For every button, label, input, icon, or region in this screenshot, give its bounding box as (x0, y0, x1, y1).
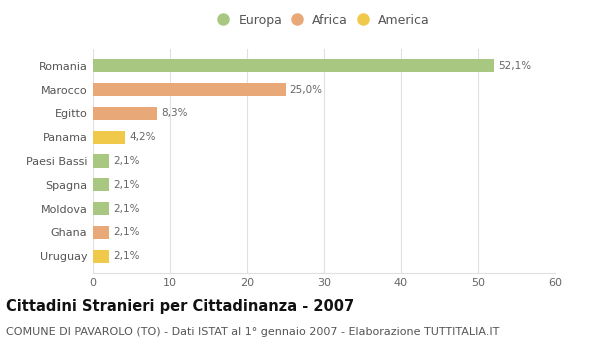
Bar (93, 226, 109, 239)
Bar (93, 178, 109, 191)
Bar (93, 83, 286, 96)
Bar (93, 131, 125, 144)
Bar (93, 59, 494, 72)
Text: 8,3%: 8,3% (161, 108, 187, 118)
Bar (93, 154, 109, 168)
Text: 2,1%: 2,1% (113, 251, 140, 261)
Bar (93, 107, 157, 120)
Text: 52,1%: 52,1% (498, 61, 531, 71)
Legend: Europa, Africa, America: Europa, Africa, America (215, 10, 433, 31)
Text: 2,1%: 2,1% (113, 180, 140, 190)
Text: Cittadini Stranieri per Cittadinanza - 2007: Cittadini Stranieri per Cittadinanza - 2… (6, 299, 354, 314)
Text: 4,2%: 4,2% (129, 132, 155, 142)
Text: 2,1%: 2,1% (113, 156, 140, 166)
Text: 25,0%: 25,0% (289, 85, 322, 95)
Text: COMUNE DI PAVAROLO (TO) - Dati ISTAT al 1° gennaio 2007 - Elaborazione TUTTITALI: COMUNE DI PAVAROLO (TO) - Dati ISTAT al … (6, 327, 499, 337)
Text: 2,1%: 2,1% (113, 204, 140, 214)
Text: 2,1%: 2,1% (113, 228, 140, 237)
Bar (93, 250, 109, 263)
Bar (93, 202, 109, 215)
